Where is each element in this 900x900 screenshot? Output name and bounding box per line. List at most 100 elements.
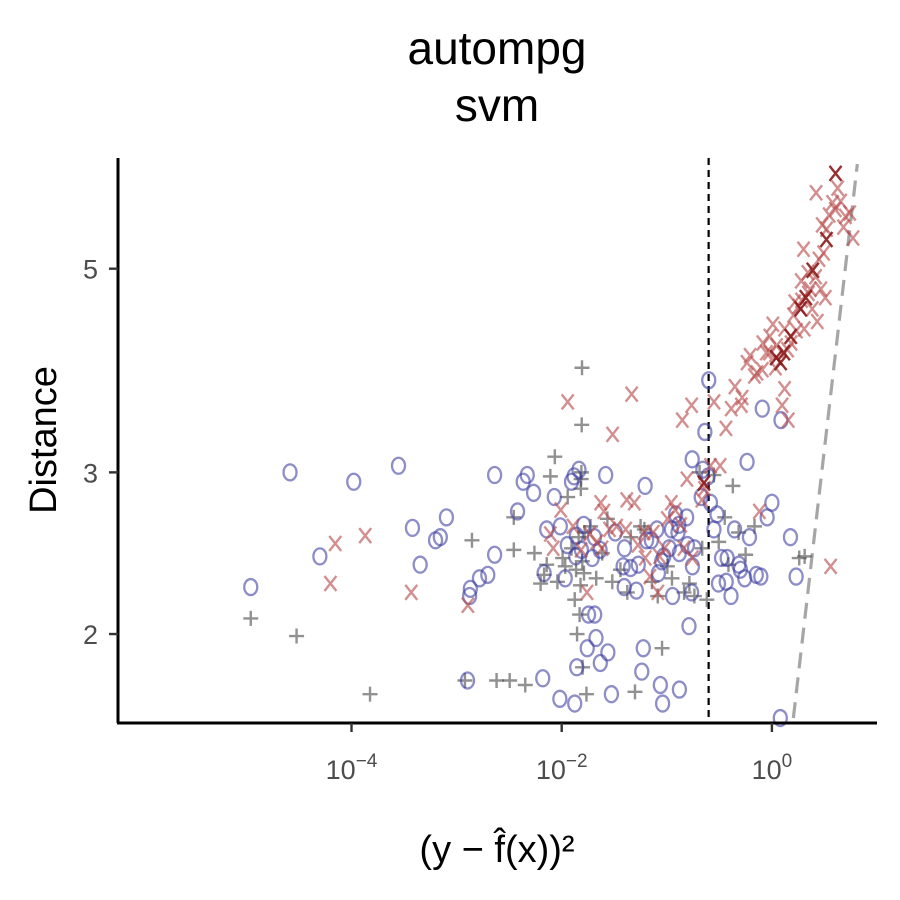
point-circle: [427, 531, 444, 550]
point-circle: [592, 653, 608, 673]
series-x_dark: [696, 165, 843, 492]
x-tick-base: 10: [326, 755, 356, 785]
point-circle: [701, 371, 717, 390]
point-circle: [573, 540, 590, 560]
point-circle: [670, 523, 686, 542]
point-circle: [243, 577, 259, 597]
point-x: [781, 411, 796, 429]
x-tick-exponent: −4: [356, 751, 378, 772]
x-axis-title: (y − f̂(x))²: [419, 827, 574, 871]
y-tick-label: 2: [83, 620, 98, 650]
point-x: [805, 300, 820, 318]
point-circle: [569, 658, 585, 677]
point-x: [664, 494, 679, 511]
point-x: [328, 535, 343, 552]
point-circle: [480, 565, 496, 585]
point-x: [560, 393, 575, 411]
plot-area: [243, 158, 860, 728]
point-x: [595, 540, 609, 557]
point-x: [596, 503, 611, 520]
point-circle: [661, 539, 677, 558]
point-x: [697, 480, 712, 497]
point-circle: [559, 535, 575, 555]
point-circle: [552, 689, 568, 708]
point-circle: [546, 487, 562, 507]
point-x: [566, 518, 580, 535]
point-x: [728, 378, 742, 395]
point-circle: [683, 583, 700, 602]
point-circle: [592, 540, 608, 560]
point-plus: [717, 509, 733, 525]
point-circle: [635, 639, 651, 658]
point-circle: [404, 518, 421, 538]
point-circle: [741, 528, 758, 547]
point-x: [646, 524, 661, 541]
point-plus: [542, 468, 558, 484]
point-circle: [693, 487, 709, 507]
point-x: [574, 541, 589, 559]
point-circle: [684, 557, 701, 576]
point-x: [619, 491, 634, 509]
point-x: [602, 521, 617, 538]
point-x: [580, 584, 594, 601]
point-circle: [576, 515, 592, 534]
point-circle: [571, 460, 587, 479]
point-x: [765, 315, 780, 333]
point-circle: [664, 586, 681, 606]
point-x: [846, 229, 860, 247]
x-tick-exponent: −2: [566, 751, 588, 772]
point-x: [694, 491, 709, 509]
point-x: [816, 244, 831, 262]
point-circle: [710, 574, 727, 593]
point-plus: [464, 532, 480, 548]
point-circle: [634, 662, 650, 681]
reference-line: [791, 163, 859, 719]
point-plus: [547, 449, 563, 465]
point-x: [675, 411, 690, 429]
point-circle: [638, 531, 655, 550]
point-x: [680, 470, 694, 488]
point-x: [323, 575, 338, 592]
point-x: [735, 389, 750, 406]
point-plus: [738, 547, 754, 563]
point-plus: [599, 511, 615, 527]
point-circle: [628, 581, 644, 600]
point-plus: [619, 584, 635, 600]
point-circle: [764, 493, 780, 512]
point-x-dark: [776, 344, 791, 361]
point-plus: [588, 570, 604, 586]
point-x: [638, 549, 653, 567]
point-x: [823, 558, 838, 575]
point-plus: [502, 672, 518, 688]
point-circle: [726, 520, 743, 539]
point-circle: [519, 465, 535, 485]
point-plus: [604, 574, 620, 590]
point-x: [796, 240, 811, 258]
point-x: [657, 540, 672, 557]
point-x: [703, 457, 718, 475]
point-plus: [569, 626, 585, 642]
point-circle: [579, 639, 595, 658]
point-x: [743, 347, 758, 364]
point-circle: [536, 563, 552, 583]
point-circle: [723, 586, 739, 606]
chart-title-line-1: autompg: [407, 22, 586, 74]
point-plus: [362, 686, 378, 702]
point-circle: [782, 528, 799, 547]
point-circle: [697, 422, 713, 442]
point-circle: [552, 517, 568, 536]
point-plus: [576, 565, 592, 581]
point-circle: [615, 557, 631, 576]
point-x-dark: [805, 262, 820, 279]
point-circle: [706, 520, 722, 539]
point-plus: [686, 588, 702, 604]
point-plus: [289, 628, 305, 644]
point-plus: [681, 576, 697, 592]
point-x: [460, 596, 475, 614]
point-x-dark: [773, 354, 788, 371]
point-x: [707, 393, 721, 411]
point-circle: [390, 456, 407, 475]
point-x: [797, 320, 812, 338]
point-circle: [739, 452, 755, 472]
